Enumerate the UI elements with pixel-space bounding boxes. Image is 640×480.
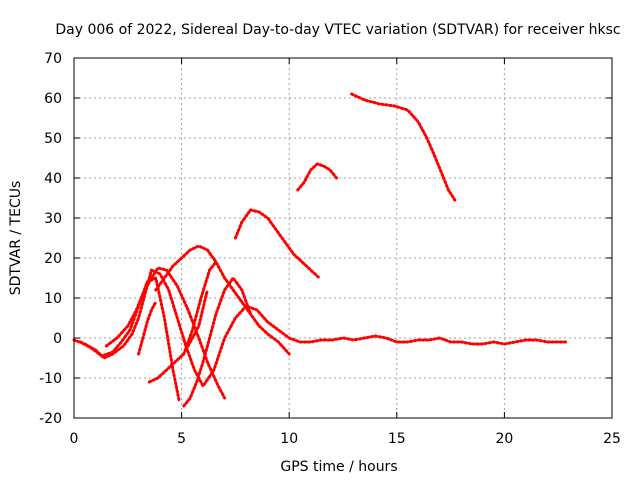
series-arc-2 [79,276,181,404]
series-arc-10 [296,162,338,192]
series-arc-4 [147,260,218,384]
y-tick-label: 20 [44,251,62,267]
y-tick-label: -10 [39,371,62,387]
y-tick-label: 50 [44,131,62,147]
y-tick-label: 0 [53,331,62,347]
series-arc-5 [137,300,158,356]
y-tick-label: 10 [44,291,62,307]
x-tick-label: 5 [177,431,186,447]
chart-title: Day 006 of 2022, Sidereal Day-to-day VTE… [55,22,620,38]
x-tick-label: 10 [280,431,298,447]
y-tick-label: -20 [39,411,62,427]
x-tick-label: 20 [495,431,513,447]
series-arc-11 [350,92,457,202]
series-arc-6 [154,244,291,356]
series-arc-9 [233,208,321,280]
series-arc-8 [186,288,209,348]
y-tick-label: 40 [44,171,62,187]
axis-ticks: 0 5 10 15 20 25 -20 -10 0 10 20 30 40 50 60 70 [39,51,621,447]
y-tick-label: 70 [44,51,62,67]
y-axis-label: SDTVAR / TECUs [8,181,24,296]
plot-frame [73,57,613,419]
y-tick-label: 30 [44,211,62,227]
x-tick-label: 25 [603,431,621,447]
x-axis-label: GPS time / hours [280,459,397,475]
series-arc-3 [104,266,227,400]
x-tick-label: 15 [388,431,406,447]
series-arc-7 [182,276,252,408]
x-tick-label: 0 [70,431,79,447]
y-tick-label: 60 [44,91,62,107]
data-series [72,92,569,408]
